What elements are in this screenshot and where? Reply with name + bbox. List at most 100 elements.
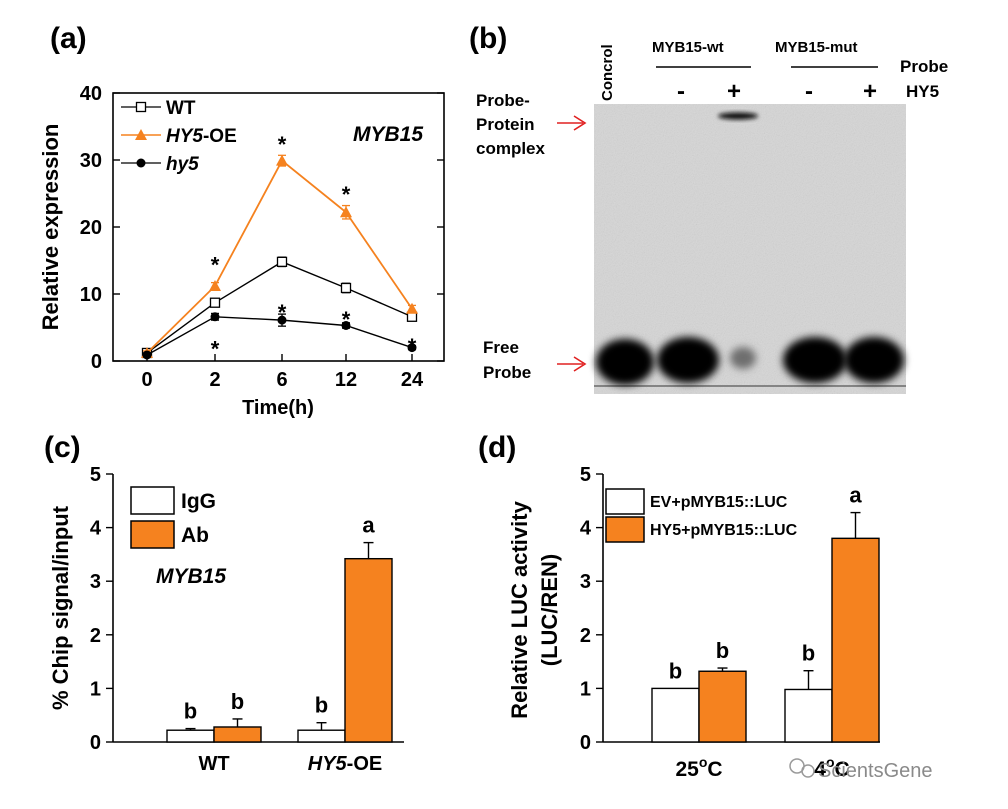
panel-b-label: (b)	[469, 22, 507, 55]
significance-letter: b	[184, 699, 197, 724]
y-tick-label: 2	[90, 625, 101, 647]
watermark-text: ScientsGene	[818, 760, 933, 782]
significance-letter: b	[716, 638, 729, 663]
panel-b-emsa-gel: (b) Concrol MYB15-wt MYB15-mut Probe HY5…	[469, 22, 948, 394]
data-point-hy5	[407, 343, 417, 353]
y-tick-label: 4	[90, 518, 102, 540]
x-tick-label: 25oC	[675, 754, 722, 781]
panel-d-label: (d)	[478, 431, 516, 464]
y-tick-label: 3	[580, 571, 591, 593]
lane-label-control: Concrol	[599, 44, 616, 101]
legend-hy5-label: hy5	[166, 154, 199, 175]
legend-hy5-marker	[136, 158, 146, 168]
x-tick-label: 4oC	[814, 754, 849, 781]
legend-igg-label: IgG	[181, 490, 216, 513]
legend-ev-swatch	[605, 488, 645, 515]
bar-hy5-pmyb15-luc	[698, 670, 747, 743]
significance-letter: a	[362, 513, 375, 538]
significance-letter: b	[669, 658, 682, 683]
data-point-wt	[209, 297, 221, 308]
x-tick-label: 24	[401, 369, 424, 391]
significance-letter: b	[802, 641, 815, 666]
free-probe-band-mut-plus	[844, 337, 904, 383]
bar-igg	[166, 729, 215, 743]
panel-d-y-axis-label-line1: Relative LUC activity	[507, 500, 532, 718]
panel-c-axes: 0 1 2 3 4 5 WT HY5-OE	[90, 464, 404, 775]
panel-d-y-axis-label-line2: (LUC/REN)	[537, 554, 562, 666]
complex-arrow	[557, 115, 587, 131]
x-tick-label: 6	[276, 369, 287, 391]
panel-d-bars: b b b a	[651, 483, 880, 743]
legend-hy5-luc-label: HY5+pMYB15::LUC	[650, 522, 798, 539]
sign-mut-minus: -	[805, 78, 813, 105]
hy5-row-label: HY5	[906, 82, 939, 101]
panel-c-label: (c)	[44, 431, 81, 464]
legend-ab-swatch	[130, 520, 175, 549]
significance-star: *	[342, 307, 351, 332]
free-probe-band-mut-minus	[783, 337, 847, 383]
panel-a-x-axis-label: Time(h)	[242, 397, 314, 419]
sign-wt-minus: -	[677, 78, 685, 105]
legend-ev-label: EV+pMYB15::LUC	[650, 494, 788, 511]
data-point-hy5-oe	[340, 206, 352, 218]
panel-c-gene-title: MYB15	[156, 565, 226, 588]
x-tick-label: 0	[141, 369, 152, 391]
significance-letter: b	[231, 689, 244, 714]
y-tick-label: 5	[90, 464, 101, 486]
free-probe-band-control	[596, 339, 654, 385]
y-tick-label: 20	[80, 217, 102, 239]
y-tick-label: 10	[80, 284, 102, 306]
lane-label-myb15-mut: MYB15-mut	[775, 39, 858, 56]
panel-a-axes: 0 10 20 30 40 0 2 6 12 24	[80, 83, 444, 391]
complex-annotation-line2: Protein	[476, 115, 535, 134]
bar-ab	[213, 726, 262, 743]
y-tick-label: 3	[90, 571, 101, 593]
legend-ab-label: Ab	[181, 524, 209, 547]
bar-hy5-pmyb15-luc	[831, 537, 880, 743]
complex-annotation-line3: complex	[476, 139, 546, 158]
bar-ev-pmyb15-luc	[784, 688, 833, 743]
data-point-hy5	[341, 320, 351, 330]
sign-wt-plus: +	[727, 78, 741, 105]
free-annotation-line1: Free	[483, 338, 519, 357]
x-tick-label: HY5-OE	[308, 753, 382, 775]
data-point-hy5-oe	[276, 154, 288, 166]
legend-hy5-swatch	[605, 516, 645, 543]
complex-band	[718, 112, 758, 120]
data-point-wt	[340, 282, 352, 294]
bar-ab	[344, 557, 393, 743]
watermark-icon-b	[801, 764, 815, 778]
y-tick-label: 4	[580, 518, 592, 540]
panel-c-bar-chart: (c) % Chip signal/input MYB15 0 1 2 3 4 5 WT HY…	[44, 431, 404, 775]
panel-a-legend: WT HY5-OE hy5	[121, 98, 237, 175]
panel-c-legend: IgG Ab	[130, 486, 216, 549]
y-tick-label: 40	[80, 83, 102, 105]
panel-a-gene-title: MYB15	[353, 123, 423, 146]
free-probe-arrow	[557, 356, 587, 372]
legend-hy5oe-label: HY5-OE	[166, 126, 237, 147]
significance-letter: b	[315, 693, 328, 718]
legend-hy5oe-marker	[135, 129, 147, 140]
panel-c-y-axis-label: % Chip signal/input	[48, 505, 73, 710]
legend-wt-label: WT	[166, 98, 196, 119]
panel-c-bars: b b b a	[166, 513, 393, 743]
data-point-hy5	[142, 350, 152, 360]
data-point-hy5-oe	[406, 302, 418, 314]
panel-a-series: * * * * * * *	[141, 132, 418, 361]
free-probe-band-wt-plus	[730, 347, 756, 369]
sign-mut-plus: +	[863, 78, 877, 105]
x-tick-label: 12	[335, 369, 357, 391]
y-tick-label: 5	[580, 464, 591, 486]
bar-igg	[297, 729, 346, 743]
y-tick-label: 0	[91, 351, 102, 373]
data-point-hy5-oe	[209, 279, 221, 291]
significance-star: *	[278, 300, 287, 325]
y-tick-label: 1	[580, 678, 591, 700]
significance-star: *	[408, 334, 417, 359]
x-tick-label: WT	[198, 753, 229, 775]
significance-star: *	[278, 132, 287, 157]
y-tick-label: 0	[580, 732, 591, 754]
significance-star: *	[211, 253, 220, 278]
y-tick-label: 30	[80, 150, 102, 172]
